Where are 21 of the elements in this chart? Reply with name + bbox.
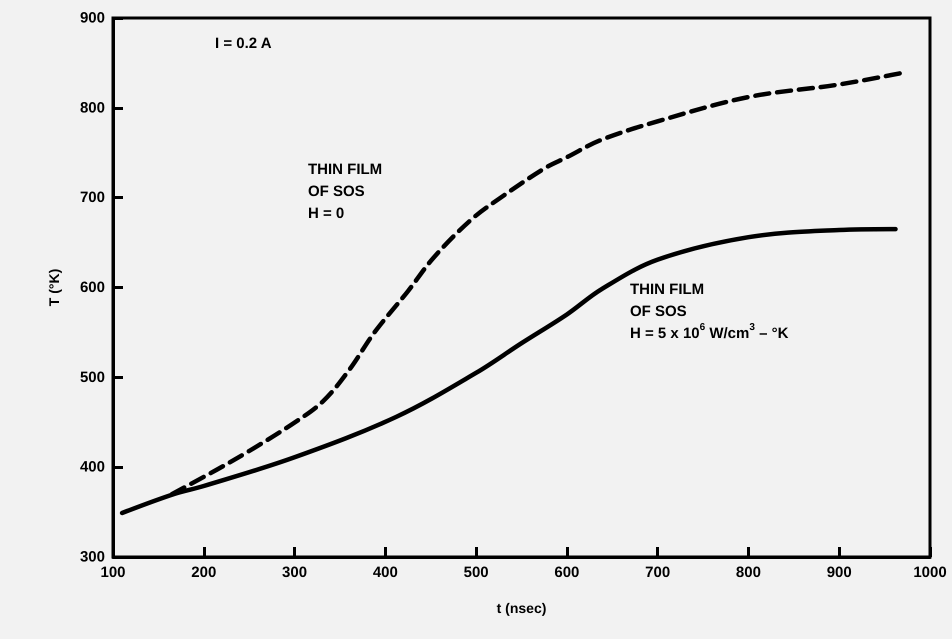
y-tick-label: 500	[80, 368, 105, 386]
x-axis-title: t (nsec)	[496, 600, 546, 616]
y-tick-label: 800	[80, 99, 105, 116]
annotation: THIN FILM OF SOS H = 0	[308, 161, 382, 222]
y-tick-label: 900	[80, 10, 105, 26]
x-tick-label: 600	[554, 564, 580, 581]
x-tick-label: 200	[191, 564, 216, 581]
y-tick-label: 700	[80, 189, 105, 206]
y-tick-label: 600	[80, 279, 105, 296]
y-tick-label: 300	[80, 548, 105, 566]
y-axis-title: T (°K)	[46, 268, 62, 306]
y-tick-label: 400	[80, 458, 105, 476]
x-tick-label: 900	[826, 564, 852, 581]
x-tick-label: 700	[645, 564, 670, 581]
x-tick-label: 100	[100, 564, 126, 581]
x-tick-label: 800	[736, 564, 761, 581]
annotation: I = 0.2 A	[215, 35, 272, 52]
x-tick-label: 300	[282, 564, 308, 581]
x-tick-label: 500	[464, 564, 489, 581]
x-tick-label: 400	[372, 564, 398, 581]
x-tick-label: 1000	[913, 564, 947, 581]
